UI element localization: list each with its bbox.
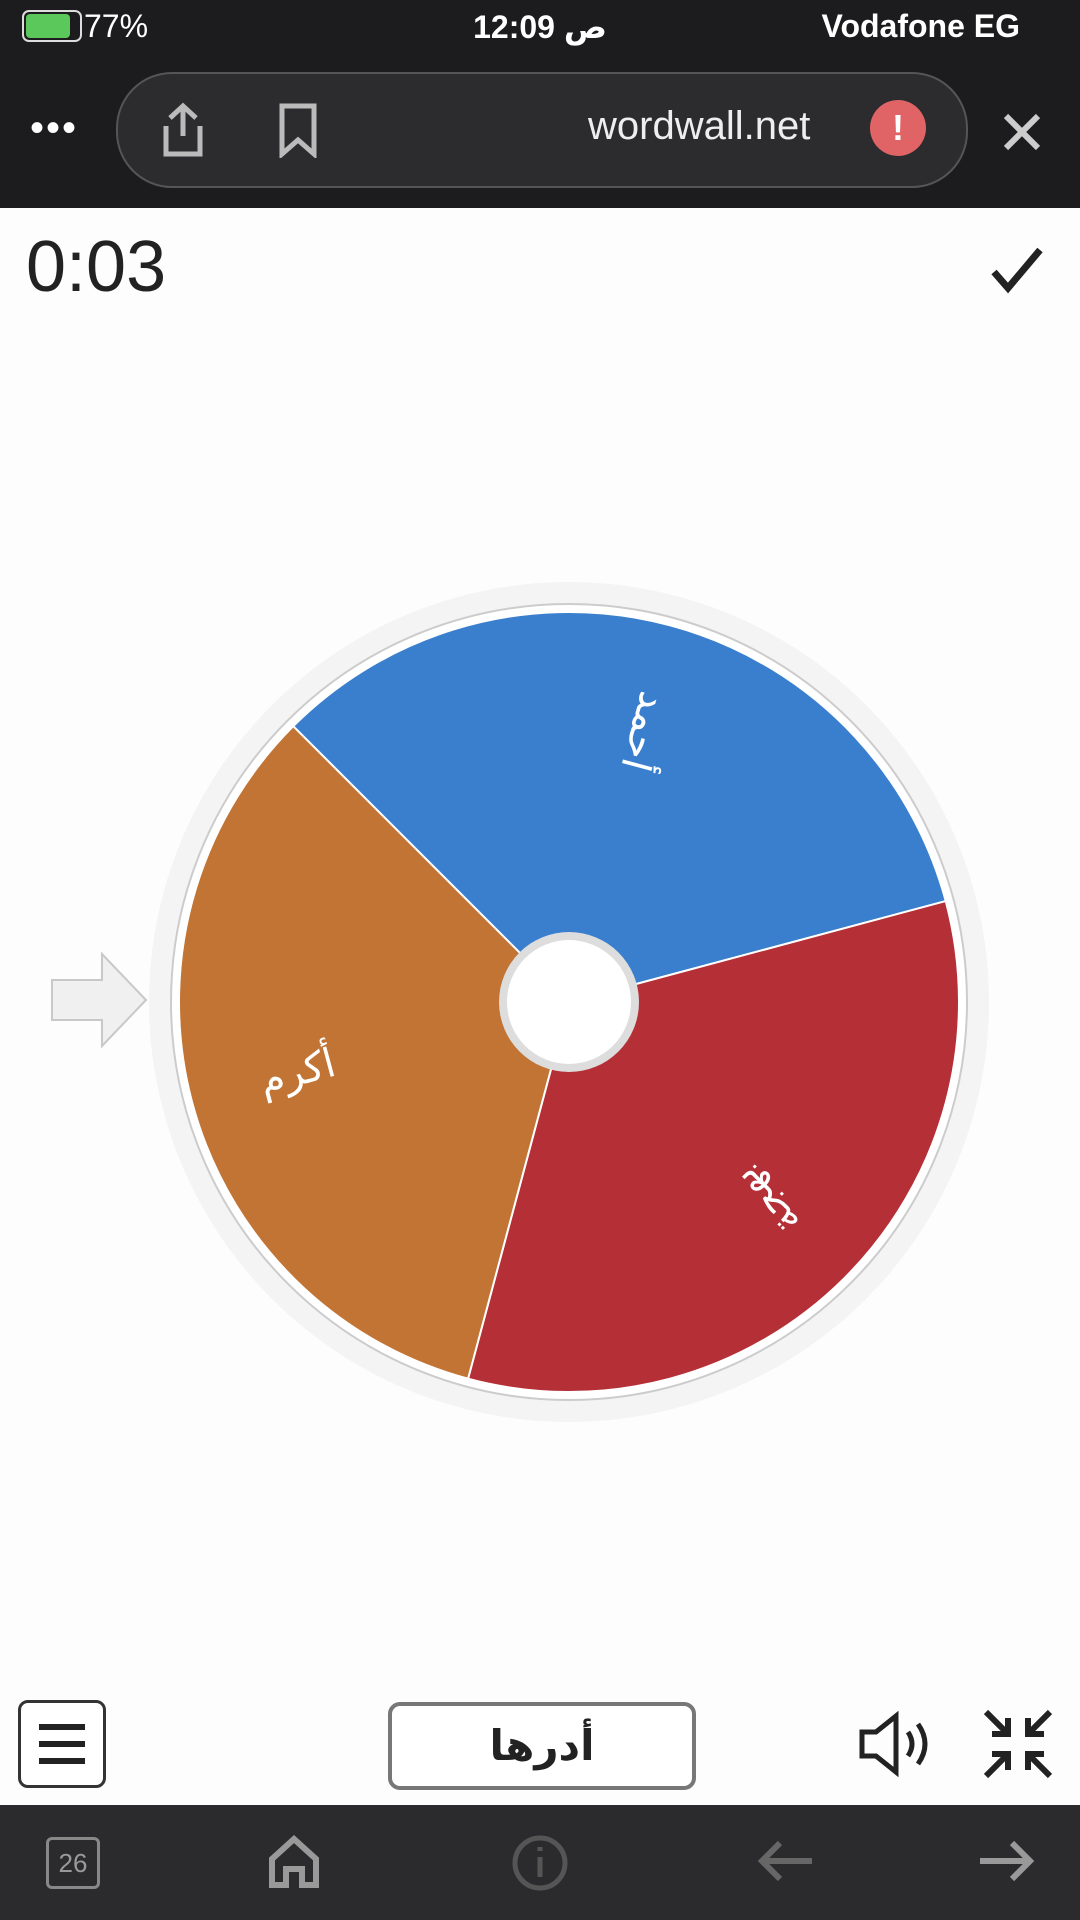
sound-icon[interactable] — [856, 1710, 938, 1778]
address-bar[interactable]: wordwall.net ! — [116, 72, 968, 188]
info-icon[interactable] — [510, 1831, 574, 1891]
home-icon[interactable] — [266, 1833, 322, 1889]
share-icon[interactable] — [158, 102, 208, 158]
warning-icon[interactable]: ! — [870, 100, 926, 156]
check-icon[interactable] — [990, 246, 1044, 294]
wheel-hub-center — [507, 940, 631, 1064]
url: wordwall.net — [588, 104, 811, 148]
wheel-segment — [178, 724, 571, 1380]
browser-chrome: 77% 12:09 ص Vodafone EG ••• wordwall.net… — [0, 0, 1080, 208]
pointer-arrow — [51, 951, 148, 1049]
bookmark-icon[interactable] — [276, 102, 320, 158]
menu-button[interactable] — [18, 1700, 106, 1788]
battery-text: 77% — [84, 8, 149, 44]
fullscreen-exit-icon[interactable] — [980, 1706, 1056, 1782]
menu-dots[interactable]: ••• — [30, 106, 79, 150]
back-icon[interactable] — [756, 1839, 816, 1883]
close-icon[interactable] — [1000, 110, 1044, 154]
timer: 0:03 — [26, 227, 167, 307]
forward-icon[interactable] — [976, 1839, 1036, 1883]
browser-toolbar: 26 — [0, 1805, 1080, 1920]
clock: 12:09 ص — [473, 9, 607, 45]
tabs-button[interactable]: 26 — [46, 1837, 100, 1889]
battery-icon — [22, 10, 82, 42]
wheel-segment — [291, 611, 947, 1004]
carrier: Vodafone EG — [821, 8, 1020, 44]
spin-button[interactable]: أدرها — [388, 1702, 696, 1790]
